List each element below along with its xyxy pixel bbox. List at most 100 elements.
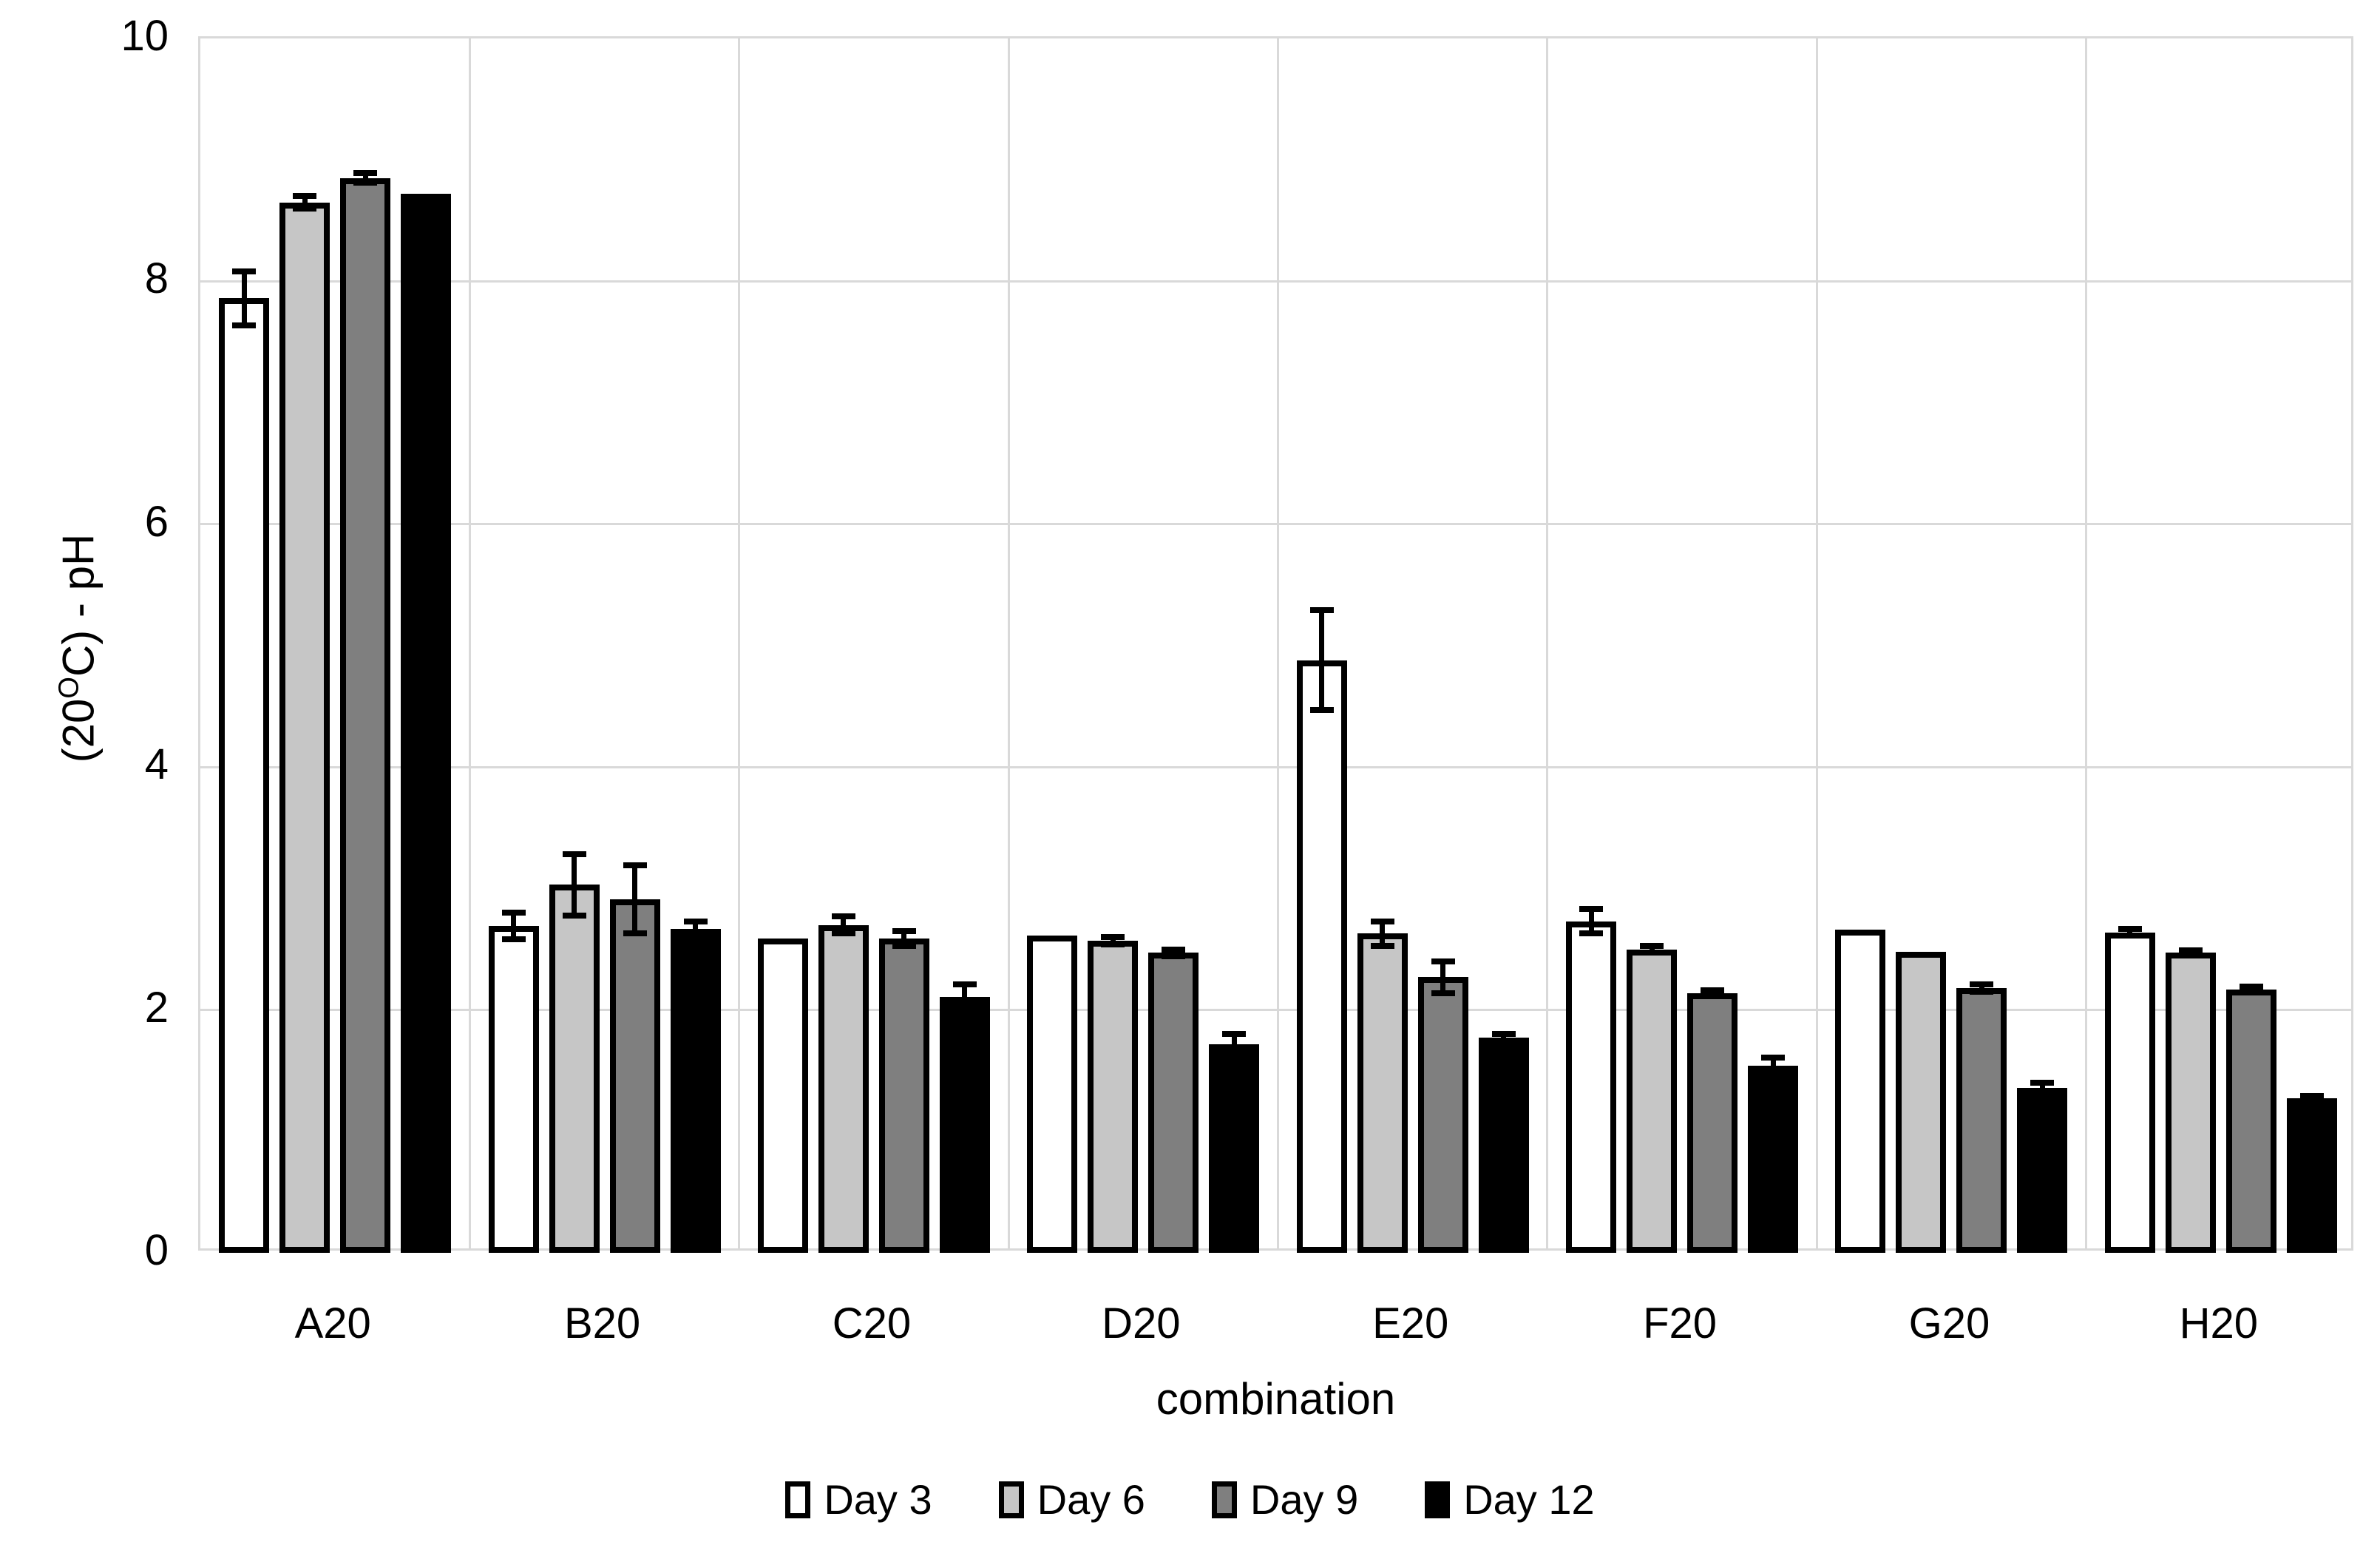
error-bar-cap <box>2030 1089 2055 1096</box>
error-bar <box>841 916 847 934</box>
bar-day9-d20 <box>1148 953 1199 1253</box>
x-category-label: H20 <box>2179 1299 2259 1347</box>
error-bar <box>362 173 368 183</box>
error-bar <box>1380 921 1386 946</box>
bar-day12-g20 <box>2017 1087 2068 1253</box>
y-axis-title-text: C) - pH <box>53 533 104 677</box>
bar-day3-a20 <box>219 298 270 1253</box>
legend: Day 3 Day 6 Day 9 Day 12 <box>0 1479 2380 1521</box>
error-bar-cap <box>293 205 317 212</box>
gridline-horizontal <box>200 280 2351 283</box>
x-axis-title: combination <box>1156 1374 1396 1424</box>
error-bar-cap <box>1761 1071 1786 1078</box>
error-bar-cap <box>501 936 526 943</box>
error-bar-cap <box>1761 1054 1786 1061</box>
error-bar-cap <box>1970 988 1994 995</box>
bar-day6-b20 <box>549 885 600 1253</box>
error-bar-cap <box>232 268 257 275</box>
x-category-label: A20 <box>294 1299 371 1347</box>
bar-day12-a20 <box>401 194 452 1253</box>
error-bar-cap <box>353 180 378 186</box>
bar-day3-c20 <box>757 938 808 1253</box>
bar-day6-d20 <box>1088 941 1139 1253</box>
error-bar-cap <box>1370 918 1394 924</box>
bar-day6-c20 <box>818 924 869 1253</box>
error-bar-cap <box>1491 1038 1516 1045</box>
error-bar-cap <box>1701 992 1725 998</box>
error-bar-cap <box>2239 984 2263 990</box>
bar-day3-h20 <box>2104 932 2155 1253</box>
error-bar <box>302 196 308 209</box>
error-bar <box>962 984 968 1009</box>
bar-day12-b20 <box>670 928 721 1253</box>
error-bar-cap <box>562 912 586 919</box>
legend-swatch <box>998 1481 1024 1518</box>
error-bar-cap <box>1101 934 1125 941</box>
error-bar-cap <box>1970 981 1994 988</box>
gridline-vertical <box>468 38 471 1248</box>
error-bar-cap <box>1579 930 1604 937</box>
error-bar-cap <box>1309 607 1334 614</box>
x-category-label: G20 <box>1908 1299 1990 1347</box>
error-bar <box>1770 1057 1776 1075</box>
error-bar-cap <box>1431 958 1455 964</box>
legend-item: Day 3 <box>785 1479 932 1521</box>
error-bar <box>241 271 247 325</box>
bar-day9-b20 <box>609 899 660 1253</box>
x-category-label: E20 <box>1372 1299 1449 1347</box>
error-bar-cap <box>892 942 916 949</box>
legend-label: Day 9 <box>1250 1476 1359 1523</box>
y-axis-title-sup: O <box>53 677 85 699</box>
y-tick-label: 4 <box>144 740 169 789</box>
bar-day12-d20 <box>1209 1044 1260 1253</box>
error-bar <box>1110 937 1116 944</box>
plot-area <box>198 36 2353 1253</box>
error-bar <box>632 865 638 934</box>
bar-day3-b20 <box>488 926 539 1253</box>
error-bar <box>1979 984 1984 992</box>
gridline-vertical <box>2085 38 2088 1248</box>
legend-swatch <box>1211 1481 1237 1518</box>
legend-swatch <box>785 1481 811 1518</box>
error-bar <box>2039 1083 2045 1093</box>
error-bar-cap <box>1222 1050 1247 1057</box>
bar-day12-c20 <box>939 996 990 1253</box>
bar-day9-c20 <box>878 938 929 1253</box>
error-bar-cap <box>501 910 526 916</box>
error-bar-cap <box>2299 1098 2324 1104</box>
legend-label: Day 6 <box>1037 1476 1145 1523</box>
error-bar-cap <box>952 1005 977 1012</box>
bar-day6-f20 <box>1627 949 1678 1253</box>
legend-item: Day 12 <box>1425 1476 1595 1523</box>
error-bar-cap <box>2178 947 2203 954</box>
bar-day6-g20 <box>1896 951 1947 1253</box>
error-bar-cap <box>1491 1031 1516 1038</box>
y-tick-label: 8 <box>144 254 169 303</box>
bar-day12-h20 <box>2286 1098 2337 1253</box>
gridline-vertical <box>1815 38 1818 1248</box>
legend-label: Day 12 <box>1463 1476 1595 1523</box>
bar-day6-h20 <box>2165 953 2216 1253</box>
error-bar-cap <box>562 851 586 858</box>
error-bar <box>1649 945 1655 953</box>
error-bar-cap <box>831 930 855 937</box>
bar-day3-f20 <box>1566 921 1617 1253</box>
bar-day9-g20 <box>1956 988 2007 1253</box>
error-bar-cap <box>892 927 916 934</box>
gridline-vertical <box>1007 38 1010 1248</box>
gridline-horizontal <box>200 765 2351 768</box>
bar-day12-e20 <box>1478 1038 1529 1253</box>
error-bar-cap <box>2118 925 2142 932</box>
x-category-label: D20 <box>1102 1299 1181 1347</box>
gridline-vertical <box>1546 38 1549 1248</box>
gridline-vertical <box>738 38 741 1248</box>
error-bar <box>1170 949 1176 957</box>
error-bar <box>1231 1034 1237 1054</box>
error-bar-cap <box>1579 906 1604 913</box>
error-bar-cap <box>1640 942 1664 949</box>
error-bar-cap <box>1370 942 1394 949</box>
bar-day6-a20 <box>279 202 330 1253</box>
error-bar-cap <box>2118 933 2142 939</box>
y-tick-label: 0 <box>144 1226 169 1274</box>
